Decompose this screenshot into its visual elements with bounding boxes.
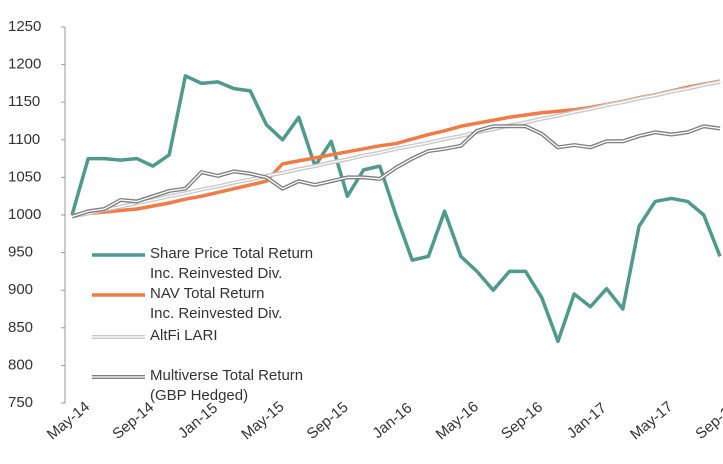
y-tick-label: 950 bbox=[8, 244, 33, 261]
y-tick-label: 1200 bbox=[8, 56, 41, 73]
x-tick-label: May-16 bbox=[433, 398, 482, 443]
x-tick-label: Sep-15 bbox=[304, 399, 352, 443]
x-tick-label: Sep-17 bbox=[692, 399, 723, 443]
x-tick-label: May-14 bbox=[44, 398, 93, 443]
series-line-inner bbox=[71, 81, 721, 218]
x-tick-label: Jan-17 bbox=[564, 400, 610, 443]
legend-label: NAV Total Return Inc. Reinvested Div. bbox=[150, 285, 283, 322]
x-tick-label: May-17 bbox=[627, 398, 676, 443]
series-line bbox=[70, 74, 722, 344]
y-tick-label: 850 bbox=[8, 319, 33, 336]
series-line-inner bbox=[71, 125, 721, 218]
legend-label: Share Price Total Return Inc. Reinvested… bbox=[150, 245, 314, 282]
y-tick-label: 1000 bbox=[8, 206, 41, 223]
y-tick-label: 750 bbox=[8, 394, 33, 411]
y-tick-label: 800 bbox=[8, 356, 33, 373]
legend-label: Multiverse Total Return (GBP Hedged) bbox=[150, 367, 304, 404]
y-tick-label: 1050 bbox=[8, 168, 41, 185]
y-tick-label: 1150 bbox=[8, 93, 40, 110]
y-tick-label: 1100 bbox=[8, 131, 40, 148]
legend-label: AltFi LARI bbox=[150, 327, 218, 344]
y-tick-label: 900 bbox=[8, 281, 33, 298]
x-tick-label: Jan-16 bbox=[369, 400, 415, 443]
x-tick-label: Sep-16 bbox=[498, 399, 546, 443]
y-tick-label: 1250 bbox=[8, 18, 41, 35]
